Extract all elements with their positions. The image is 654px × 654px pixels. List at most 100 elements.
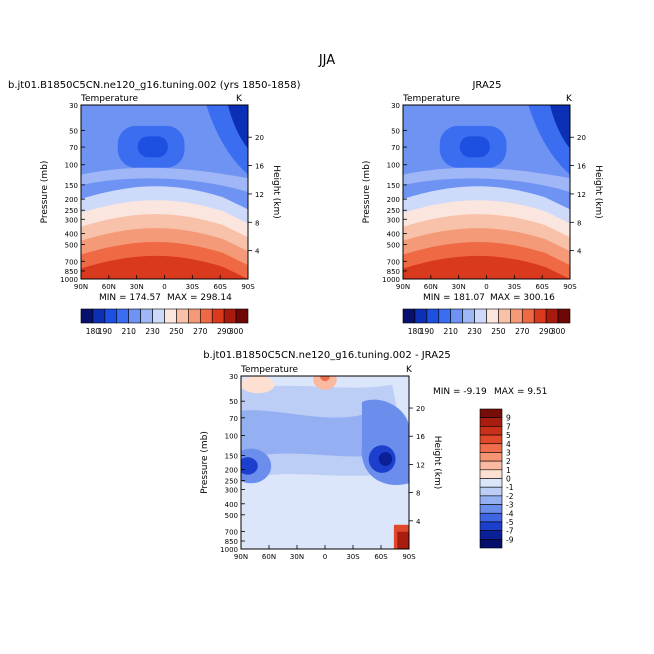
colorbar-swatch <box>510 308 523 324</box>
x-tick-label: 60S <box>535 283 549 291</box>
neg-region <box>241 410 384 460</box>
y-tick-label: 300 <box>225 487 238 495</box>
colorbar-swatch <box>426 308 440 324</box>
panel2-colorbar <box>402 308 571 324</box>
x-tick-label: 30S <box>186 283 200 291</box>
pos-region <box>313 376 337 390</box>
panel1-min-label: MIN = 174.57 <box>99 293 161 303</box>
y-right-tick-label: 12 <box>577 191 586 199</box>
panel2-title: JRA25 <box>471 80 501 91</box>
colorbar-label: 300 <box>229 327 244 336</box>
colorbar-label: 2 <box>506 457 511 466</box>
x-tick-label: 90S <box>402 553 416 561</box>
colorbar-label: 210 <box>444 327 459 336</box>
panel3-min-label: MIN = -9.19 <box>433 387 487 397</box>
colorbar-swatch <box>199 308 213 324</box>
y-right-tick-label: 4 <box>255 248 260 256</box>
y-tick-label: 50 <box>69 127 78 135</box>
colorbar-swatch <box>414 308 428 324</box>
y-tick-label: 150 <box>65 182 78 190</box>
figure-title: JJA <box>318 53 335 68</box>
panel2-subtitle-left: Temperature <box>402 94 460 104</box>
colorbar-swatch <box>80 308 94 324</box>
colorbar-swatch <box>479 452 503 462</box>
x-tick-label: 90S <box>241 283 255 291</box>
y-axis-right-title: Height (km) <box>432 436 442 490</box>
neg-core <box>241 457 258 475</box>
y-axis-right-title: Height (km) <box>271 165 281 219</box>
panel3-plot <box>240 375 413 550</box>
y-tick-label: 1000 <box>220 546 238 554</box>
colorbar-label: 0 <box>506 475 511 484</box>
y-tick-label: 200 <box>387 196 400 204</box>
colorbar-label: -2 <box>506 492 514 501</box>
y-tick-label: 500 <box>65 242 78 250</box>
panel1-subtitle-left: Temperature <box>80 94 138 104</box>
colorbar-swatch <box>479 495 503 505</box>
y-tick-label: 850 <box>225 538 238 546</box>
colorbar-swatch <box>479 521 503 531</box>
colorbar-label: -7 <box>506 527 514 536</box>
x-tick-label: 60S <box>213 283 227 291</box>
colorbar-label: -1 <box>506 483 514 492</box>
panel1-max-label: MAX = 298.14 <box>167 293 232 303</box>
colorbar-label: 250 <box>169 327 184 336</box>
colorbar-swatch <box>498 308 511 324</box>
y-tick-label: 50 <box>229 398 238 406</box>
panel1-title: b.jt01.B1850C5CN.ne120_g16.tuning.002 (y… <box>8 80 301 91</box>
y-tick-label: 500 <box>225 512 238 520</box>
y-axis-title: Pressure (mb) <box>40 161 50 224</box>
panel1-field <box>81 105 248 279</box>
colorbar-label: 290 <box>539 327 554 336</box>
panel3-max-label: MAX = 9.51 <box>494 387 547 397</box>
y-tick-label: 150 <box>387 182 400 190</box>
colorbar-swatch <box>402 308 416 324</box>
colorbar-label: 3 <box>506 448 511 457</box>
colorbar-label: -5 <box>506 518 514 527</box>
y-tick-label: 700 <box>65 258 78 266</box>
y-tick-label: 850 <box>387 268 400 276</box>
x-tick-label: 0 <box>162 283 166 291</box>
panel3-field <box>241 376 409 549</box>
colorbar-label: 180 <box>408 327 423 336</box>
y-tick-label: 50 <box>391 127 400 135</box>
colorbar-label: 290 <box>217 327 232 336</box>
x-tick-label: 90S <box>563 283 577 291</box>
y-right-tick-label: 16 <box>577 163 586 171</box>
colorbar-label: 270 <box>193 327 208 336</box>
y-tick-label: 250 <box>387 207 400 215</box>
y-tick-label: 30 <box>69 102 78 110</box>
colorbar-swatch <box>450 308 463 324</box>
y-tick-label: 300 <box>387 216 400 224</box>
x-tick-label: 60N <box>262 553 276 561</box>
y-tick-label: 400 <box>387 231 400 239</box>
colorbar-swatch <box>521 308 535 324</box>
colorbar-label: -9 <box>506 535 514 544</box>
colorbar-swatch <box>152 308 165 324</box>
y-right-tick-label: 20 <box>255 134 264 142</box>
pos-core <box>319 376 331 382</box>
x-tick-label: 0 <box>323 553 327 561</box>
colorbar-swatch <box>164 308 177 324</box>
y-axis-title: Pressure (mb) <box>200 431 210 494</box>
x-tick-label: 90N <box>74 283 88 291</box>
colorbar-swatch <box>474 308 487 324</box>
colorbar-swatch <box>92 308 106 324</box>
colorbar-swatch <box>479 426 503 436</box>
colorbar-label: 300 <box>551 327 566 336</box>
y-tick-label: 400 <box>65 231 78 239</box>
cold-core-inner <box>137 136 168 158</box>
colorbar-label: 1 <box>506 466 511 475</box>
x-tick-label: 0 <box>484 283 488 291</box>
y-right-tick-label: 4 <box>416 518 421 526</box>
panel1-colorbar <box>80 308 249 324</box>
colorbar-swatch <box>462 308 475 324</box>
y-tick-label: 70 <box>69 144 78 152</box>
colorbar-swatch <box>223 308 237 324</box>
colorbar-swatch <box>104 308 118 324</box>
y-tick-label: 700 <box>225 528 238 536</box>
cold-core-inner <box>459 136 490 158</box>
y-tick-label: 250 <box>65 207 78 215</box>
y-tick-label: 500 <box>387 242 400 250</box>
